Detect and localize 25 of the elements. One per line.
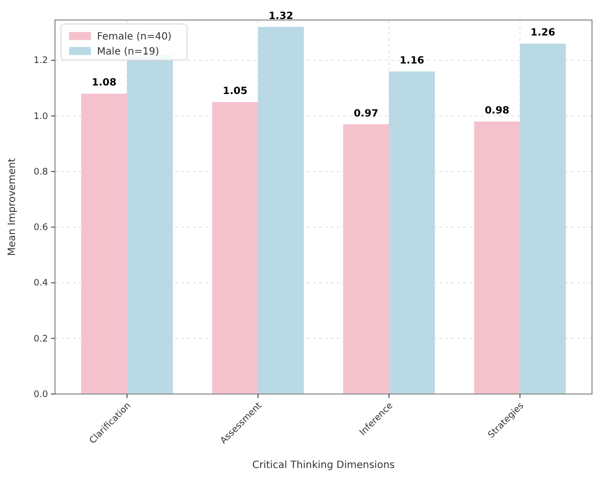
data-label: 1.05 — [222, 86, 248, 98]
y-tick-label: 0.6 — [34, 223, 48, 234]
y-tick-label: 0.2 — [34, 334, 48, 344]
data-label: 0.98 — [484, 105, 510, 116]
bar — [520, 44, 566, 394]
bar — [81, 94, 128, 394]
y-tick-label: 1.2 — [34, 56, 48, 66]
bar — [474, 121, 520, 394]
y-tick-label: 1.0 — [34, 112, 48, 122]
y-tick-label: 0.8 — [34, 167, 48, 178]
data-label: 0.97 — [354, 108, 378, 120]
legend-label: Female (n=40) — [97, 32, 172, 42]
y-axis-title: Mean Improvement — [7, 158, 18, 256]
bar — [343, 124, 389, 394]
x-axis-title: Critical Thinking Dimensions — [252, 460, 395, 471]
legend-label: Male (n=19) — [97, 46, 160, 58]
y-tick-label: 0.0 — [34, 390, 48, 400]
data-label: 1.32 — [268, 10, 294, 22]
bar — [388, 71, 435, 394]
y-tick-label: 0.4 — [34, 278, 48, 289]
bar — [258, 26, 304, 394]
data-label: 1.26 — [530, 28, 556, 39]
bar — [212, 102, 258, 394]
data-label: 1.08 — [92, 78, 116, 89]
data-label: 1.16 — [400, 55, 424, 66]
